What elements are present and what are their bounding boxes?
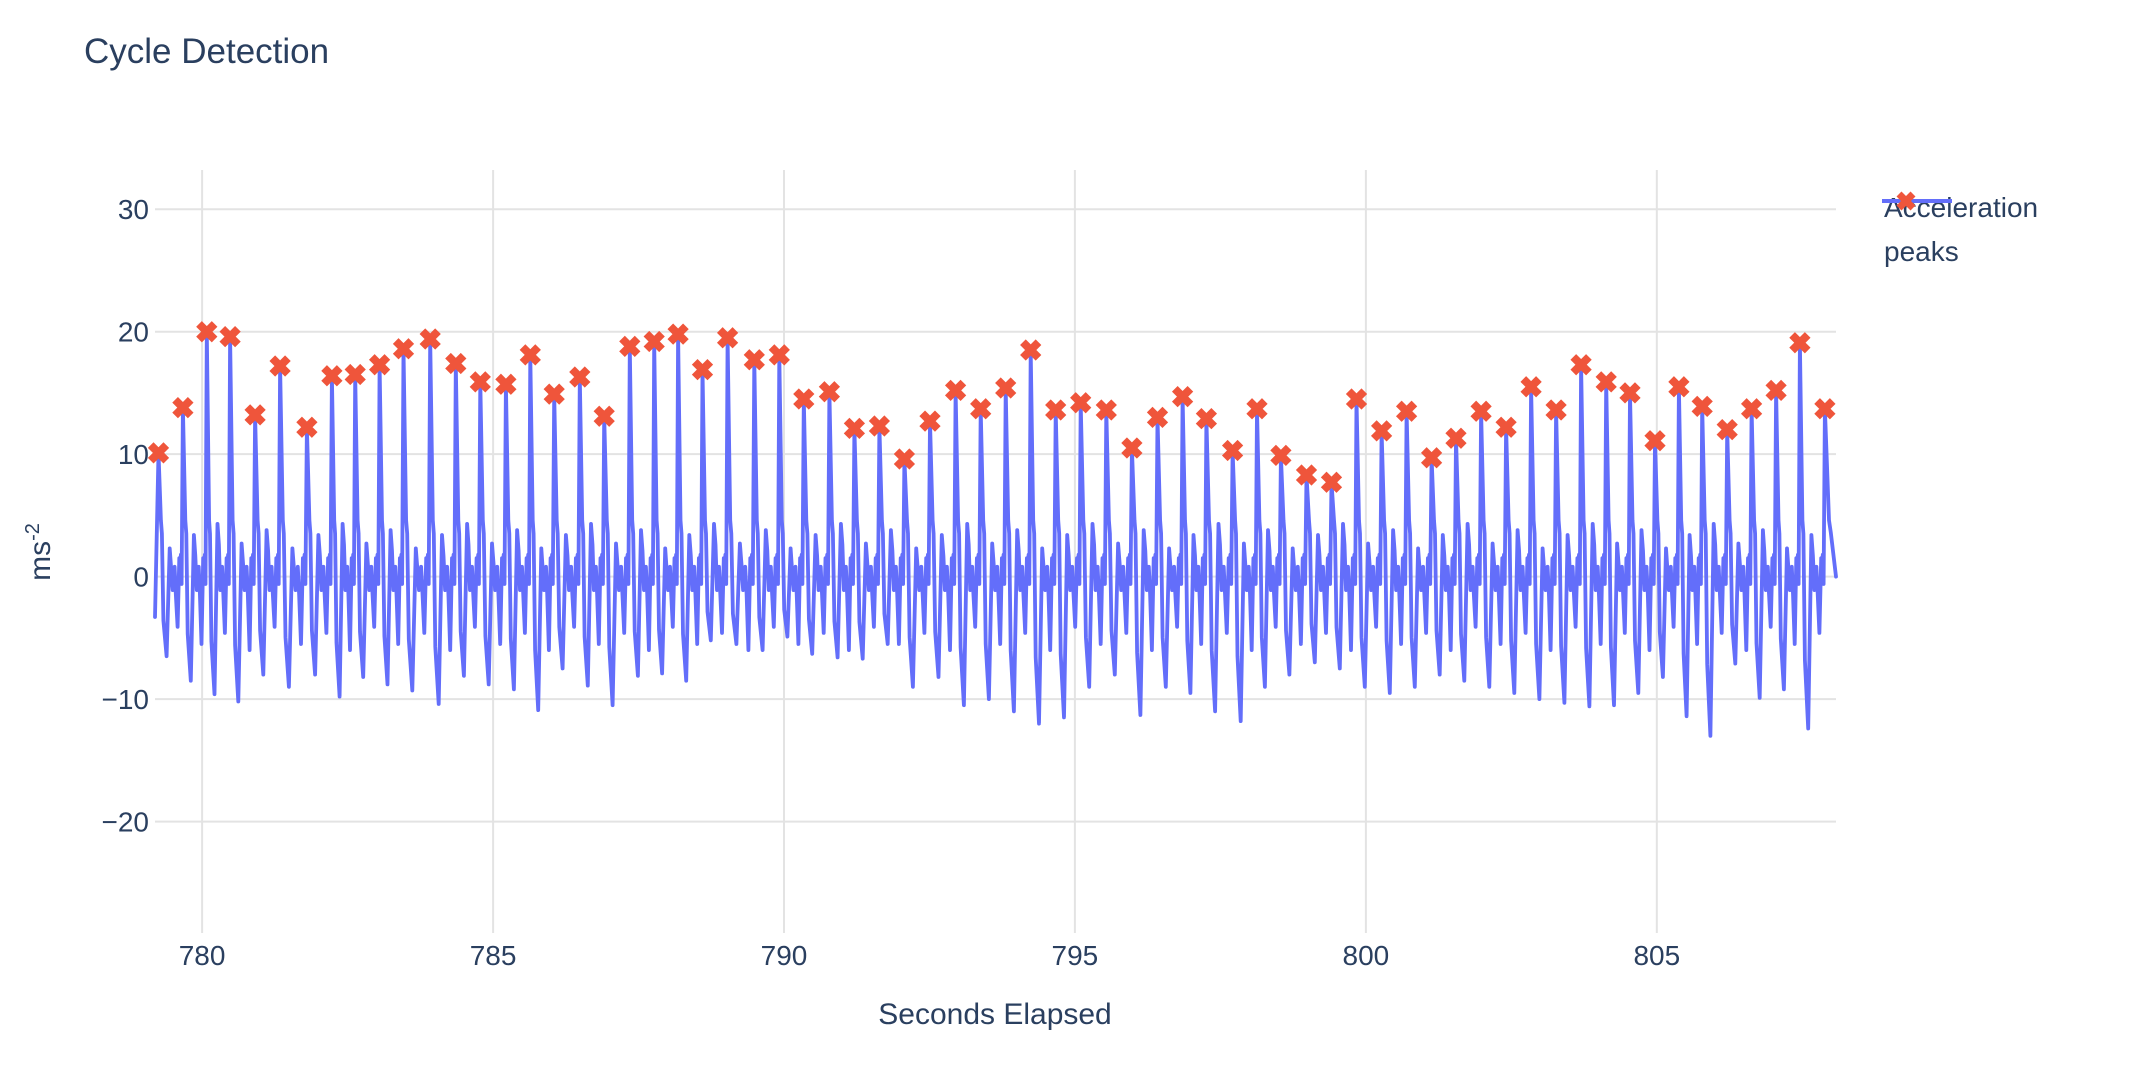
x-marker-icon [1896, 191, 1916, 211]
peak-marker[interactable] [344, 363, 366, 386]
peak-marker[interactable] [219, 325, 241, 348]
x-tick-label-795: 795 [1052, 940, 1099, 971]
axis-tick-labels: 30 20 10 0 −10 −20 780 785 790 795 800 805 [102, 194, 1681, 971]
peak-marker[interactable] [970, 398, 992, 420]
peak-marker[interactable] [593, 405, 615, 427]
peak-marker[interactable] [1420, 447, 1443, 469]
peak-marker[interactable] [469, 371, 491, 393]
x-tick-label-780: 780 [179, 940, 226, 971]
peak-marker[interactable] [893, 448, 916, 470]
peak-marker[interactable] [1470, 400, 1492, 422]
peak-marker[interactable] [1789, 332, 1811, 354]
peak-marker[interactable] [543, 383, 565, 405]
y-tick-label--20: −20 [102, 807, 150, 838]
peak-marker[interactable] [1295, 464, 1318, 486]
legend-item-peaks[interactable]: peaks [1880, 191, 2038, 274]
peak-marker[interactable] [1345, 388, 1368, 410]
peak-marker[interactable] [1570, 354, 1592, 376]
peak-marker[interactable] [1765, 379, 1787, 402]
peak-marker[interactable] [1246, 398, 1268, 420]
peak-marker[interactable] [269, 355, 291, 377]
y-tick-label-30: 30 [118, 194, 149, 225]
peak-marker[interactable] [1070, 392, 1092, 414]
legend: Acceleration peaks [1880, 186, 2038, 274]
peak-marker[interactable] [1095, 399, 1117, 421]
peak-marker[interactable] [944, 379, 967, 402]
peak-marker[interactable] [296, 416, 318, 438]
peak-marker[interactable] [793, 388, 815, 410]
y-axis-title-base: ms [24, 540, 57, 581]
peak-marker[interactable] [1221, 439, 1244, 462]
peak-marker[interactable] [1121, 437, 1143, 459]
peak-marker[interactable] [244, 404, 266, 426]
peak-marker[interactable] [147, 442, 170, 464]
peak-marker[interactable] [392, 338, 415, 360]
peak-marker[interactable] [1195, 407, 1218, 430]
y-axis-title-superscript: -2 [22, 523, 44, 541]
peak-marker[interactable] [1740, 398, 1763, 420]
acceleration-line[interactable] [153, 329, 1838, 738]
peak-marker[interactable] [1691, 395, 1713, 418]
peak-marker[interactable] [843, 417, 866, 440]
chart-title: Cycle Detection [84, 32, 330, 71]
y-tick-label-0: 0 [133, 562, 149, 593]
peak-marker[interactable] [1619, 382, 1641, 404]
line-swatch-icon [1882, 199, 1952, 203]
peak-marker[interactable] [1445, 427, 1467, 449]
y-axis-title: ms-2 [22, 523, 58, 581]
x-tick-label-785: 785 [470, 940, 517, 971]
peak-marker[interactable] [667, 323, 689, 345]
peak-marker[interactable] [1045, 399, 1067, 421]
x-tick-label-800: 800 [1343, 940, 1390, 971]
peak-marker[interactable] [445, 352, 467, 375]
peak-marker[interactable] [743, 349, 765, 371]
peak-marker[interactable] [172, 396, 194, 419]
peak-marker[interactable] [1395, 400, 1418, 422]
x-tick-label-805: 805 [1633, 940, 1680, 971]
peak-marker[interactable] [619, 335, 641, 358]
peak-marker[interactable] [196, 321, 218, 343]
peak-marker[interactable] [495, 373, 517, 395]
peak-marker[interactable] [1520, 376, 1542, 398]
acceleration-series-path [153, 329, 1838, 738]
x-axis-title: Seconds Elapsed [878, 998, 1112, 1031]
peak-marker[interactable] [1716, 418, 1738, 441]
peak-marker[interactable] [818, 381, 841, 403]
peak-marker[interactable] [519, 344, 541, 366]
x-tick-label-790: 790 [761, 940, 808, 971]
peak-marker[interactable] [1171, 385, 1194, 408]
y-tick-label-10: 10 [118, 439, 149, 470]
peak-marker[interactable] [1270, 444, 1292, 467]
peak-marker[interactable] [868, 415, 891, 437]
peak-markers[interactable] [147, 321, 1836, 493]
peak-marker[interactable] [1495, 416, 1517, 438]
peak-marker[interactable] [368, 354, 391, 376]
peak-marker[interactable] [643, 330, 665, 353]
y-tick-label--10: −10 [102, 684, 150, 715]
peak-marker[interactable] [691, 358, 714, 381]
peak-marker[interactable] [919, 410, 941, 432]
peak-marker[interactable] [1146, 406, 1169, 429]
peak-marker[interactable] [569, 366, 591, 388]
legend-label-peaks: peaks [1884, 236, 1959, 267]
peak-marker[interactable] [1320, 471, 1343, 493]
peak-marker[interactable] [1020, 339, 1042, 361]
y-tick-label-20: 20 [118, 317, 149, 348]
peak-marker[interactable] [995, 377, 1017, 399]
peak-marker[interactable] [419, 328, 441, 350]
peak-marker[interactable] [768, 344, 790, 366]
peak-marker[interactable] [1644, 430, 1666, 452]
peak-marker[interactable] [321, 365, 343, 387]
peak-marker[interactable] [1545, 399, 1567, 421]
peak-marker[interactable] [1595, 371, 1617, 393]
peak-marker[interactable] [1370, 420, 1393, 442]
peak-marker[interactable] [716, 327, 739, 349]
peak-marker[interactable] [1814, 398, 1836, 420]
peak-marker[interactable] [1668, 376, 1690, 398]
